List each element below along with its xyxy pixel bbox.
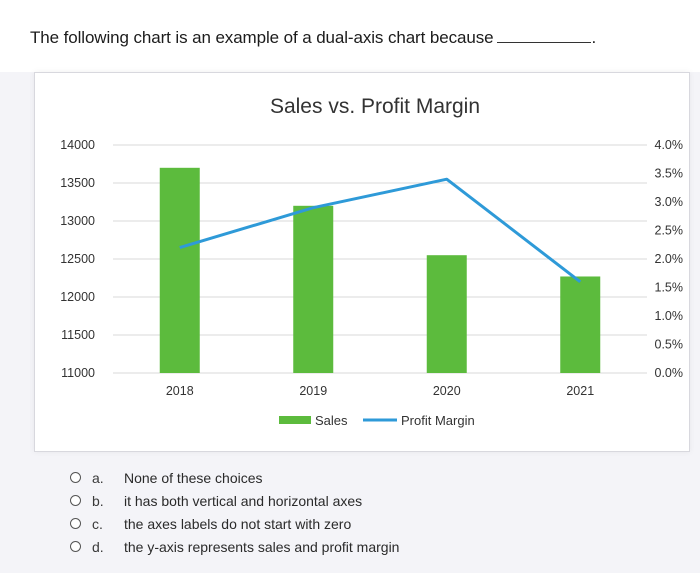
radio-button[interactable]	[70, 541, 81, 552]
bar-sales-2021	[560, 276, 601, 373]
left-axis-tick-label: 13500	[60, 176, 95, 190]
bar-sales-2018	[159, 167, 200, 373]
question-prompt: The following chart is an example of a d…	[30, 28, 494, 47]
question-text: The following chart is an example of a d…	[30, 28, 596, 48]
answer-option-b[interactable]: b. it has both vertical and horizontal ax…	[70, 489, 590, 512]
right-axis-tick-label: 1.0%	[655, 309, 684, 323]
option-letter: a.	[92, 469, 104, 486]
answer-options: a. None of these choices b. it has both ver…	[70, 466, 590, 558]
question-header: The following chart is an example of a d…	[0, 0, 700, 72]
answer-option-d[interactable]: d. the y-axis represents sales and profit…	[70, 535, 590, 558]
left-axis-tick-label: 11000	[61, 366, 95, 380]
profit-margin-line	[179, 177, 582, 283]
option-text: the y-axis represents sales and profit m…	[124, 538, 400, 555]
right-axis-tick-label: 0.5%	[655, 338, 684, 352]
right-axis-tick-label: 4.0%	[655, 138, 684, 152]
bar-sales-2019	[293, 205, 334, 373]
left-axis-tick-label: 13000	[60, 214, 95, 228]
bar-sales-2020	[426, 255, 467, 373]
right-axis-tick-label: 3.0%	[655, 195, 684, 209]
answer-option-c[interactable]: c. the axes labels do not start with zero	[70, 512, 590, 535]
x-axis-tick-label: 2021	[566, 384, 594, 398]
right-axis-tick-label: 2.5%	[655, 224, 684, 238]
answer-blank	[497, 30, 592, 43]
left-axis-tick-label: 12000	[60, 290, 95, 304]
option-text: it has both vertical and horizontal axes	[124, 492, 363, 509]
right-axis-tick-label: 1.5%	[655, 281, 684, 295]
question-suffix: .	[591, 28, 597, 47]
chart-panel: Sales vs. Profit Margin 11000 11500 12000 12…	[34, 72, 690, 452]
right-axis-tick-label: 2.0%	[655, 252, 684, 266]
left-axis-tick-label: 14000	[60, 138, 95, 152]
dual-axis-chart: Sales vs. Profit Margin 11000 11500 12000 12…	[60, 95, 684, 428]
legend-swatch-sales	[279, 416, 311, 424]
x-axis-tick-label: 2020	[433, 384, 461, 398]
option-text: the axes labels do not start with zero	[124, 515, 352, 532]
chart-title: Sales vs. Profit Margin	[270, 95, 480, 118]
x-axis-tick-label: 2018	[166, 384, 194, 398]
option-letter: c.	[92, 515, 103, 532]
left-axis-tick-label: 11500	[61, 328, 95, 342]
legend-label-sales: Sales	[315, 413, 348, 428]
radio-button[interactable]	[70, 472, 81, 483]
x-axis-tick-label: 2019	[299, 384, 327, 398]
answer-option-a[interactable]: a. None of these choices	[70, 466, 590, 489]
legend-label-profit-margin: Profit Margin	[401, 413, 475, 428]
option-letter: d.	[92, 538, 104, 555]
radio-button[interactable]	[70, 495, 81, 506]
right-axis-tick-label: 0.0%	[655, 366, 684, 380]
option-text: None of these choices	[124, 469, 263, 486]
left-axis-tick-label: 12500	[60, 252, 95, 266]
radio-button[interactable]	[70, 518, 81, 529]
option-letter: b.	[92, 492, 104, 509]
right-axis-tick-label: 3.5%	[655, 167, 684, 181]
